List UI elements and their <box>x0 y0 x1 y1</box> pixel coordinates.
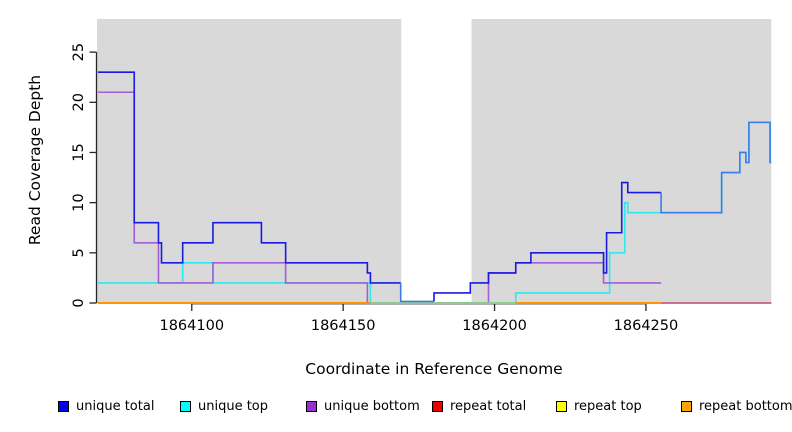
x-axis-title: Coordinate in Reference Genome <box>305 360 563 378</box>
y-tick-label: 5 <box>71 248 87 257</box>
y-tick-label: 10 <box>71 193 87 211</box>
x-tick-label: 1864150 <box>311 318 376 334</box>
series-group <box>97 71 772 304</box>
x-tick-label: 1864100 <box>159 318 224 334</box>
gap-band <box>401 19 472 303</box>
y-axis-title: Read Coverage Depth <box>26 74 44 246</box>
series-unique_total <box>660 121 772 214</box>
x-tick-label: 1864250 <box>614 318 679 334</box>
y-tick-label: 25 <box>71 43 87 61</box>
series-unique_total <box>433 181 662 302</box>
y-tick-label: 0 <box>71 298 87 307</box>
y-tick-label: 20 <box>71 93 87 111</box>
y-tick-label: 15 <box>71 143 87 161</box>
x-tick-label: 1864200 <box>462 318 527 334</box>
series-unique_total <box>97 71 401 284</box>
series-unique_total <box>399 282 434 303</box>
